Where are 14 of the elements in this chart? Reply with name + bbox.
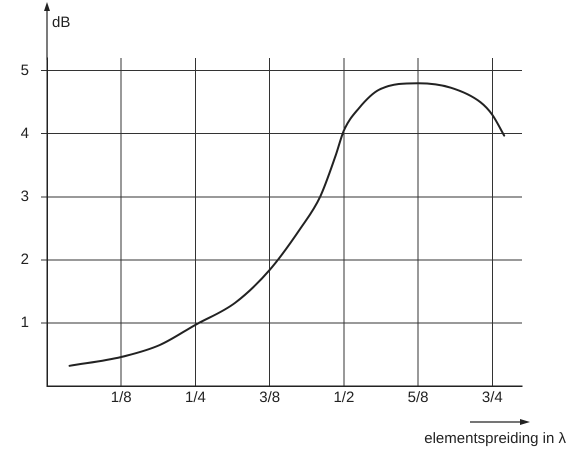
- y-tick-label: 4: [20, 124, 29, 142]
- x-axis-title: elementspreiding in λ: [424, 430, 566, 447]
- x-tick-label: 3/8: [259, 389, 280, 406]
- y-tick-label: 2: [20, 250, 29, 268]
- y-tick-label: 5: [20, 62, 29, 79]
- x-tick-label: 1/4: [185, 389, 206, 406]
- y-axis-title: dB: [52, 14, 70, 31]
- line-series: [68, 82, 506, 367]
- y-tick-label: 3: [20, 188, 29, 205]
- x-tick-label: 1/8: [110, 389, 132, 406]
- y-tick-label: 1: [20, 314, 29, 332]
- x-tick-label: 5/8: [408, 389, 429, 406]
- x-tick-label: 1/2: [333, 389, 354, 406]
- x-tick-label: 3/4: [482, 389, 503, 406]
